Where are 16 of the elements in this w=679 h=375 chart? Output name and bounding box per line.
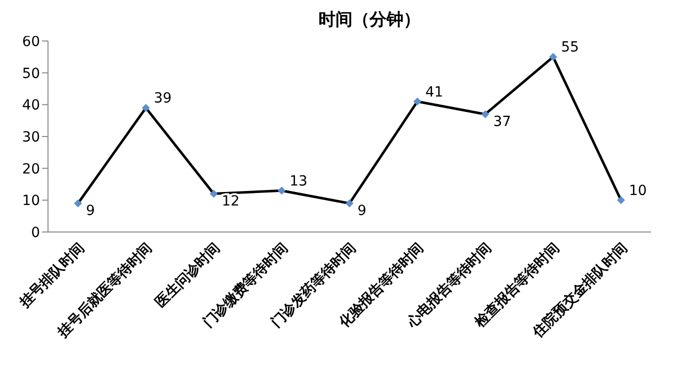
data-label: 41: [425, 84, 444, 100]
y-tick-label: 0: [31, 224, 40, 241]
data-label: 9: [86, 203, 95, 220]
data-label: 9: [358, 203, 366, 220]
y-tick-label: 40: [22, 98, 40, 114]
y-tick-label: 20: [22, 161, 40, 178]
y-tick-label: 50: [22, 66, 40, 82]
data-label: 55: [561, 40, 579, 56]
data-label: 37: [493, 114, 512, 130]
data-label: 12: [222, 194, 240, 210]
chart-title: 时间（分钟）: [318, 10, 420, 30]
y-tick-label: 30: [22, 129, 40, 146]
y-tick-label: 10: [22, 193, 40, 210]
data-label: 10: [629, 182, 647, 199]
data-label: 13: [290, 173, 308, 190]
data-label: 39: [154, 90, 172, 107]
